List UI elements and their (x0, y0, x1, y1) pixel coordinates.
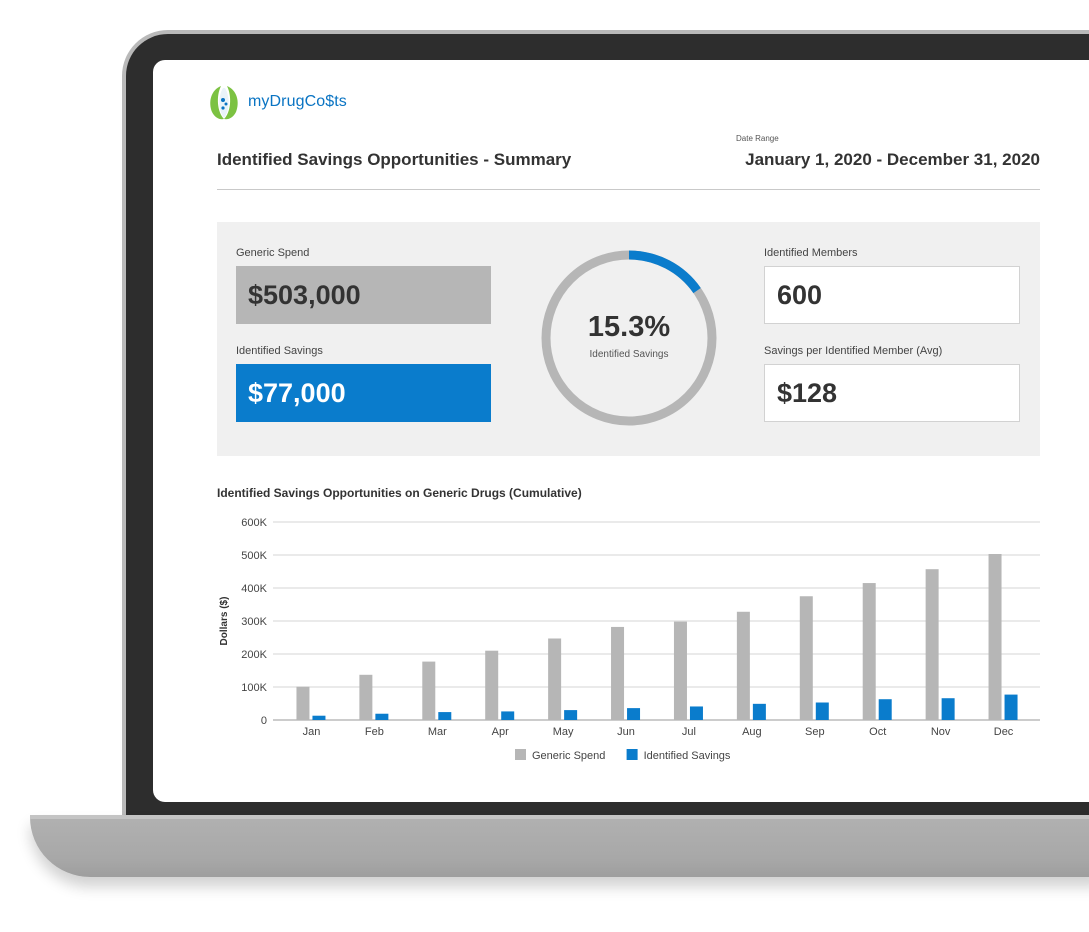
x-tick-label: Apr (492, 726, 509, 738)
bar-identified-savings (375, 713, 389, 720)
y-tick-label: 100K (241, 682, 267, 694)
donut-percent: 15.3% (587, 311, 671, 343)
header-divider (217, 189, 1040, 190)
x-tick-label: Feb (365, 726, 384, 738)
brand-name: myDrugCo$ts (248, 93, 347, 110)
x-tick-label: Oct (869, 726, 886, 738)
bar-generic-spend (988, 554, 1002, 720)
bar-identified-savings (815, 702, 829, 720)
summary-panel: Generic Spend $503,000 Identified Saving… (217, 222, 1040, 456)
legend-swatch (515, 749, 526, 760)
laptop-base (30, 815, 1089, 877)
savings-donut-chart (541, 250, 717, 426)
x-tick-label: Jan (303, 726, 321, 738)
bar-generic-spend (359, 674, 373, 720)
identified-savings-card: $77,000 (236, 364, 491, 422)
y-tick-label: 0 (261, 715, 267, 727)
date-range-value[interactable]: January 1, 2020 - December 31, 2020 (745, 150, 1040, 169)
y-tick-label: 400K (241, 583, 267, 595)
bar-generic-spend (925, 569, 939, 720)
bar-generic-spend (862, 583, 876, 720)
bar-generic-spend (611, 626, 625, 720)
bar-generic-spend (548, 638, 562, 720)
y-tick-label: 200K (241, 649, 267, 661)
bar-identified-savings (438, 712, 452, 720)
bar-generic-spend (422, 661, 436, 720)
cumulative-savings-bar-chart: 0 100K 200K 300K 400K 500K 600K Dollars ($) Jan F… (219, 517, 1040, 762)
dashboard-screen: myDrugCo$ts Identified Savings Opportuni… (153, 60, 1089, 802)
identified-members-label: Identified Members (764, 247, 858, 259)
bar-identified-savings (564, 710, 578, 720)
page-title: Identified Savings Opportunities - Summa… (217, 150, 572, 169)
bar-identified-savings (878, 699, 892, 720)
bar-generic-spend (736, 611, 750, 720)
bar-identified-savings (689, 706, 703, 720)
donut-savings-arc (541, 250, 717, 426)
y-tick-label: 300K (241, 616, 267, 628)
chart-title: Identified Savings Opportunities on Gene… (217, 486, 582, 500)
bar-generic-spend (296, 686, 310, 720)
y-axis-label: Dollars ($) (219, 597, 230, 646)
identified-members-card: 600 (764, 266, 1020, 324)
x-tick-label: Aug (742, 726, 762, 738)
x-tick-label: Mar (428, 726, 447, 738)
bar-identified-savings (941, 698, 955, 720)
identified-savings-label: Identified Savings (236, 345, 323, 357)
y-tick-label: 600K (241, 517, 267, 529)
x-tick-label: Sep (805, 726, 825, 738)
bar-identified-savings (752, 703, 766, 720)
savings-per-member-label: Savings per Identified Member (Avg) (764, 345, 943, 357)
legend-swatch (626, 749, 638, 760)
bar-identified-savings (312, 715, 326, 720)
bar-generic-spend (673, 621, 687, 720)
donut-label: Identified Savings (589, 349, 669, 360)
generic-spend-label: Generic Spend (236, 247, 310, 259)
bar-identified-savings (627, 708, 641, 720)
x-tick-label: May (553, 726, 574, 738)
x-tick-label: Jul (682, 726, 696, 738)
savings-per-member-card: $128 (764, 364, 1020, 422)
x-tick-label: Dec (994, 726, 1014, 738)
bar-generic-spend (799, 596, 813, 720)
date-range-label: Date Range (736, 134, 779, 143)
legend-label: Generic Spend (532, 750, 605, 762)
x-tick-label: Nov (931, 726, 951, 738)
y-tick-label: 500K (241, 550, 267, 562)
pill-logo-icon (210, 86, 238, 120)
bar-generic-spend (485, 650, 499, 720)
legend-label: Identified Savings (644, 750, 731, 762)
x-tick-label: Jun (617, 726, 635, 738)
bar-identified-savings (501, 711, 515, 720)
generic-spend-card: $503,000 (236, 266, 491, 324)
bar-identified-savings (1004, 694, 1018, 720)
laptop-base-lip (30, 815, 1089, 819)
brand-logo[interactable]: myDrugCo$ts (206, 82, 347, 122)
